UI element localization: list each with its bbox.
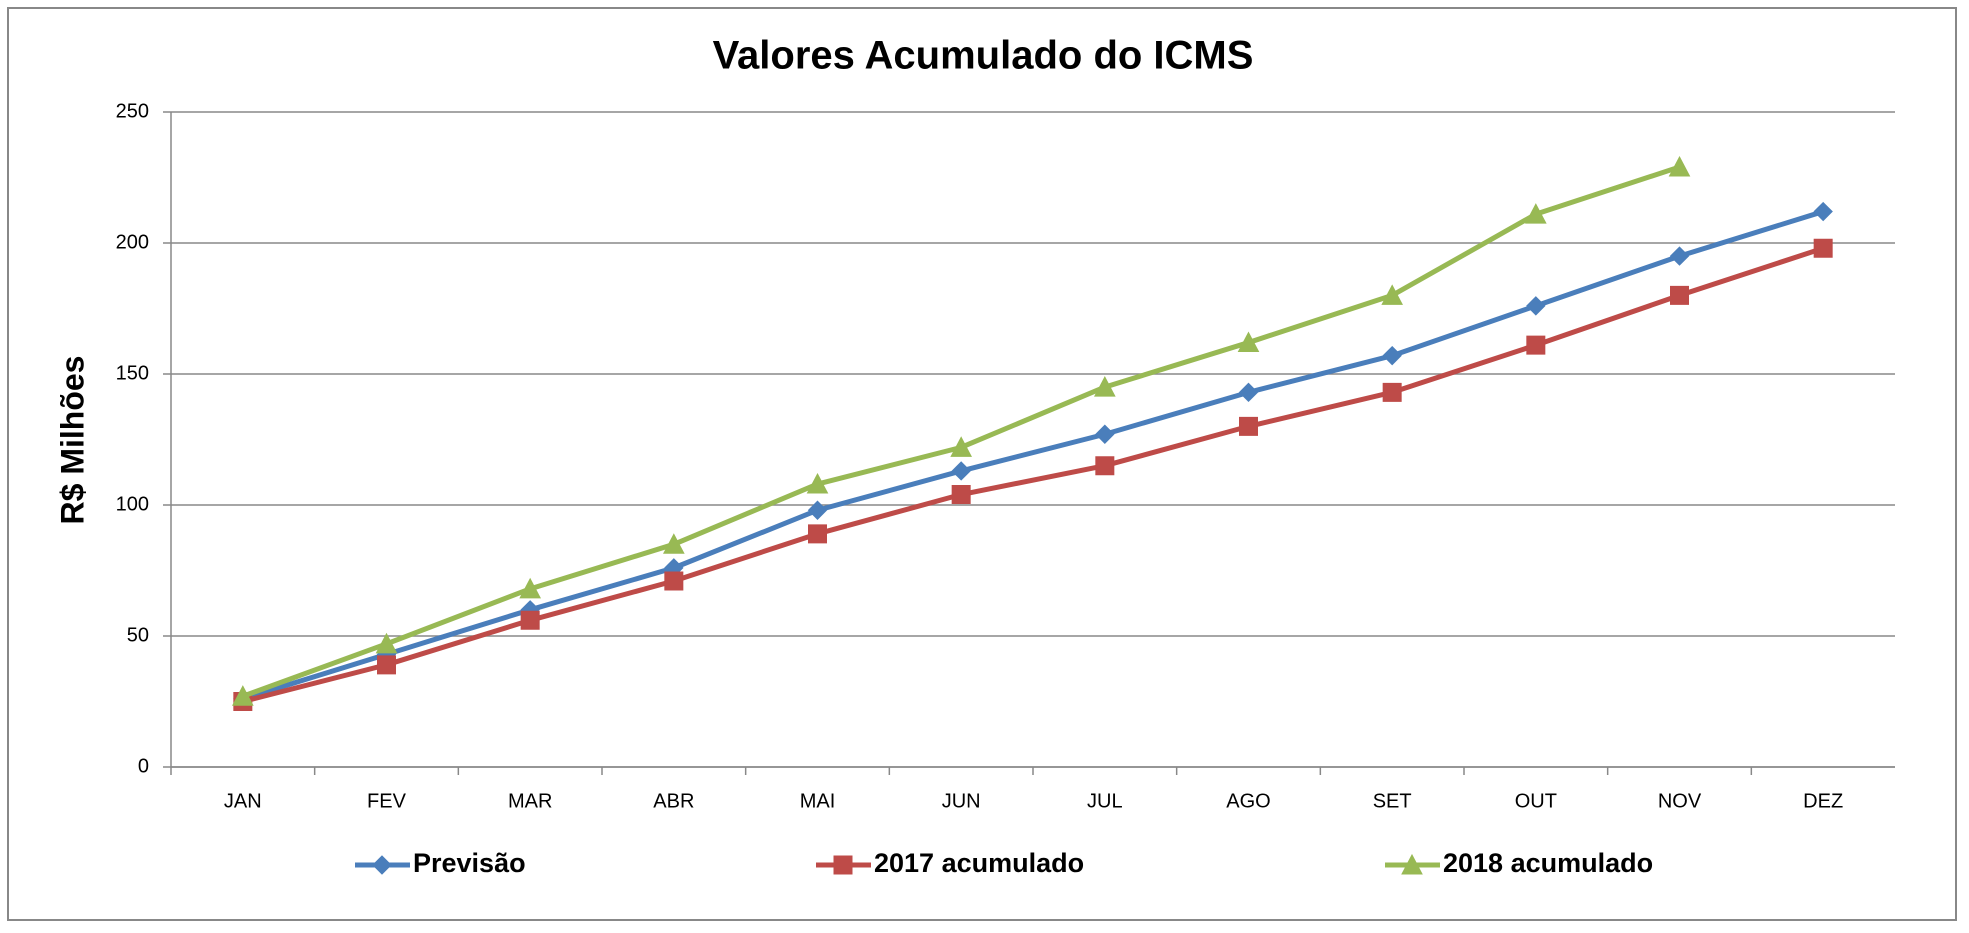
data-point [1382,382,1402,402]
series-line [242,209,1824,702]
x-tick-label: MAR [508,790,552,812]
y-axis-label: R$ Milhões [54,356,90,525]
chart-title: Valores Acumulado do ICMS [713,34,1254,78]
legend-marker [372,855,392,875]
data-point [1238,382,1259,403]
data-point [377,655,396,675]
data-point [1095,456,1115,476]
x-tick-label: JUN [942,790,981,812]
data-point [806,472,829,494]
data-point [1526,335,1546,355]
data-point [664,571,684,591]
data-point [1381,284,1403,305]
x-tick-label: DEZ [1803,790,1843,812]
y-tick-label: 200 [116,231,149,253]
y-tick-label: 250 [116,100,149,122]
x-tick-label: SET [1373,790,1412,812]
x-tick-label: MAI [800,790,836,812]
data-point [520,610,540,630]
data-point [1239,416,1258,436]
data-point [1094,376,1116,397]
data-point [375,632,398,654]
series-line [242,245,1824,704]
data-point [1669,246,1690,266]
legend-marker [833,855,853,875]
data-point [1668,155,1691,177]
x-tick-label: NOV [1658,790,1702,812]
data-point [950,436,972,457]
data-point [807,500,828,520]
data-point [1525,203,1547,224]
data-point [1670,285,1689,305]
y-tick-label: 0 [138,755,149,777]
data-point [951,461,971,481]
legend-label: 2017 acumulado [874,848,1084,878]
data-point [519,577,541,599]
data-point [1382,345,1402,366]
y-tick-label: 150 [116,362,149,384]
y-tick-label: 100 [116,493,149,515]
data-point [1095,424,1115,444]
y-tick-label: 50 [127,624,149,646]
data-point [1526,296,1546,316]
legend-label: 2018 acumulado [1443,848,1653,878]
legend-label: Previsão [413,848,526,878]
x-tick-label: FEV [367,790,407,812]
x-tick-label: JAN [224,790,262,812]
x-tick-label: OUT [1515,790,1557,812]
data-point [232,685,254,706]
data-point [1813,201,1833,222]
x-tick-label: JUL [1087,790,1123,812]
data-point [808,524,827,544]
legend-marker [1401,853,1423,875]
x-tick-label: AGO [1226,790,1270,812]
data-point [951,485,971,505]
x-tick-label: ABR [653,790,694,812]
data-point [1237,331,1260,353]
data-point [663,533,685,554]
data-point [1813,238,1833,258]
